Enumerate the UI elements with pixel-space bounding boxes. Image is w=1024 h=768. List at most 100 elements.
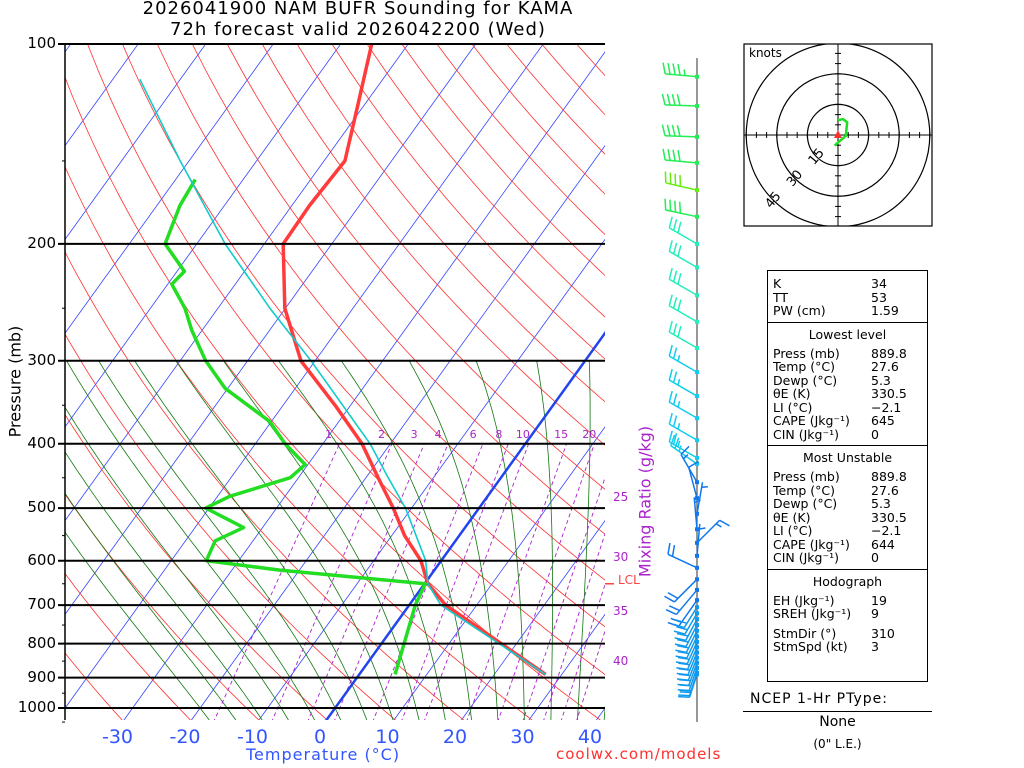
- isotherm-line: [258, 238, 605, 720]
- temperature-tick-label: 10: [375, 726, 400, 748]
- ptype-divider: [743, 711, 932, 712]
- pressure-tick-label: 400: [27, 433, 56, 452]
- index-value: 27.6: [871, 482, 899, 498]
- mixing-ratio-line: [543, 532, 605, 720]
- index-name: Temp (°C): [773, 359, 836, 374]
- wind-barb-full: [668, 390, 673, 403]
- hodograph-ring-label: 30: [784, 167, 806, 189]
- wind-barb: [675, 628, 699, 654]
- index-value: 19: [871, 592, 887, 608]
- wind-barb-staff: [685, 630, 698, 653]
- wind-barb-staff: [688, 674, 698, 698]
- mixing-ratio-label: 4: [434, 428, 442, 441]
- wind-barb-point: [695, 605, 699, 610]
- dry-adiabat-line: [191, 44, 605, 535]
- wind-barb-full: [678, 668, 690, 671]
- index-name: Press (mb): [773, 469, 840, 484]
- wind-barb-full: [676, 632, 689, 637]
- index-value: 889.8: [871, 345, 907, 361]
- temperature-tick-label: 30: [510, 726, 535, 748]
- mixing-ratio-axis-label: Mixing Ratio (g/kg): [635, 425, 655, 578]
- wind-barb-full: [676, 125, 681, 137]
- ptype-value: None: [819, 714, 856, 730]
- wind-barb: [668, 268, 699, 298]
- index-name: TT: [773, 289, 789, 305]
- dry-adiabat-line: [122, 44, 605, 628]
- index-name: Dewp (°C): [773, 372, 838, 388]
- wind-barb-staff: [696, 482, 704, 514]
- wind-barb-point: [695, 319, 699, 324]
- wind-barb: [668, 368, 699, 399]
- wind-barb: [693, 497, 701, 532]
- index-name: CAPE (Jkg⁻¹): [773, 413, 850, 428]
- wind-barb: [678, 672, 699, 698]
- index-row: StmDir (°) 310: [773, 626, 922, 641]
- wind-barb-full: [677, 245, 682, 257]
- wind-barb-point: [695, 655, 699, 660]
- dry-adiabat-line: [65, 413, 328, 720]
- dry-adiabat-line: [65, 333, 396, 720]
- isotherm-line: [65, 44, 477, 616]
- index-row: Temp (°C) 27.6: [773, 482, 922, 498]
- dry-adiabat-line: [65, 251, 465, 720]
- wind-barb-full: [674, 637, 686, 642]
- wind-barb-full: [665, 608, 677, 616]
- pressure-tick-label: 1000: [17, 698, 56, 716]
- wind-barb-full: [674, 437, 680, 449]
- moist-adiabat-line: [536, 360, 553, 720]
- freezing-isotherm-line: [324, 331, 605, 720]
- wind-barb: [673, 611, 699, 635]
- credit-text[interactable]: coolwx.com/models: [556, 745, 722, 763]
- index-value: 0: [871, 550, 879, 565]
- wind-barb-full: [672, 323, 678, 335]
- wind-barb-point: [695, 188, 699, 193]
- wind-barb-point: [695, 527, 699, 532]
- wind-barb-full: [675, 619, 688, 625]
- wind-barb-staff: [668, 423, 698, 441]
- wind-barb-point: [695, 645, 699, 650]
- wind-barb: [668, 294, 699, 324]
- wind-barb-point: [695, 565, 699, 570]
- isotherm-line: [65, 44, 207, 241]
- wind-barb-full: [679, 691, 692, 694]
- index-row: PW (cm) 1.59: [773, 304, 922, 318]
- wind-barb: [668, 430, 699, 460]
- wind-barb-point: [695, 74, 699, 79]
- wind-barb-staff: [668, 227, 698, 245]
- wind-barb-full: [661, 93, 666, 106]
- index-name: CAPE (Jkg⁻¹): [773, 536, 850, 552]
- index-name: LI (°C): [773, 399, 813, 415]
- wind-barb-point: [695, 416, 699, 421]
- mixing-ratio-side-label: 35: [613, 604, 629, 618]
- wind-barb-point: [695, 134, 699, 139]
- wind-barb-staff: [668, 331, 698, 349]
- wind-barb-full: [679, 678, 691, 682]
- moist-adiabat-line: [223, 360, 420, 720]
- wind-barb-point: [695, 617, 699, 622]
- index-name: CIN (Jkg⁻¹): [773, 426, 839, 442]
- wind-barb-staff: [668, 379, 698, 397]
- wind-barb: [662, 148, 699, 165]
- temperature-trace: [281, 44, 547, 676]
- wind-barb-full: [664, 198, 667, 211]
- wind-barb-point: [695, 480, 699, 485]
- wind-barb-full: [668, 268, 673, 280]
- wind-barb-staff: [670, 444, 698, 465]
- wind-barb-full: [672, 63, 676, 75]
- wind-barb-point: [695, 104, 699, 109]
- index-row: LI (°C) −2.1: [773, 399, 922, 415]
- hodograph-section: Hodograph EH (Jkg⁻¹) 19 SREH (Jkg⁻¹) 9 StmDir…: [768, 570, 927, 658]
- section-title: Most Unstable: [802, 450, 893, 465]
- index-value: −2.1: [871, 523, 902, 538]
- index-row: Dewp (°C) 5.3: [773, 372, 922, 388]
- wind-barb-point: [695, 160, 699, 165]
- mixing-ratio-side-label: 30: [613, 550, 629, 564]
- wind-barb-point: [695, 598, 699, 603]
- wind-barb-full: [672, 393, 678, 405]
- wind-barb-full: [677, 150, 681, 162]
- wind-barb-staff: [685, 618, 698, 641]
- temperature-tick-label: 40: [577, 726, 603, 748]
- wind-barb-staff: [668, 441, 698, 459]
- index-value: 330.5: [871, 509, 907, 525]
- wind-barb-point: [695, 293, 699, 298]
